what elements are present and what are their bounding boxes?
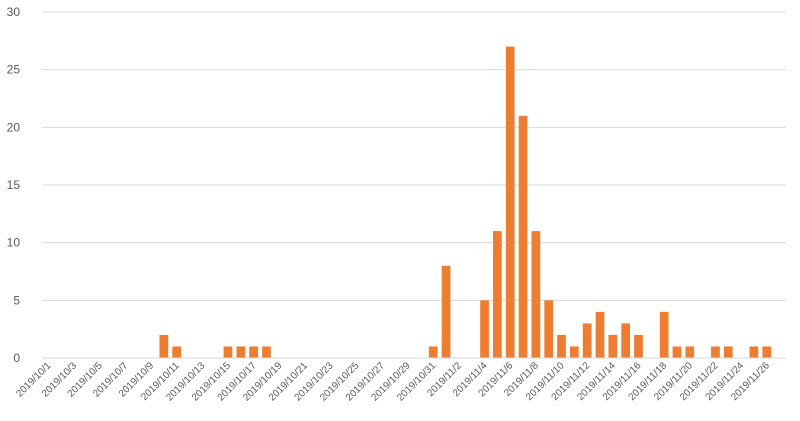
y-tick-label: 5 [13,293,20,307]
y-tick-label: 15 [7,178,21,192]
bar [159,334,169,358]
bar [685,346,695,358]
gridlines [42,11,786,301]
y-tick-label: 30 [7,5,21,19]
bars [159,46,772,358]
bar [749,346,759,358]
bar [236,346,246,358]
bar [249,346,259,358]
y-tick-label: 20 [7,120,21,134]
bar [531,231,541,358]
bar [595,311,605,358]
bar [518,115,528,358]
bar [582,323,592,358]
bar [505,46,515,358]
x-axis-ticks: 2019/10/12019/10/32019/10/52019/10/72019… [14,360,772,403]
bar [608,334,618,358]
bar [223,346,233,358]
bar [672,346,682,358]
bar [544,300,554,358]
bar [723,346,733,358]
bar [493,231,502,358]
bar [441,265,451,358]
bar [557,334,566,358]
bar [480,300,489,358]
y-tick-label: 25 [7,63,21,77]
bar [659,311,669,358]
bar [428,346,438,358]
bar [762,346,772,358]
bar [634,334,643,358]
bar [711,346,720,358]
bar [621,323,631,358]
y-axis-ticks: 0 5 10 15 20 25 30 [7,5,21,365]
y-tick-label: 10 [7,236,21,250]
bar [172,346,182,358]
bar [262,346,271,358]
bar [569,346,579,358]
y-tick-label: 0 [13,351,20,365]
